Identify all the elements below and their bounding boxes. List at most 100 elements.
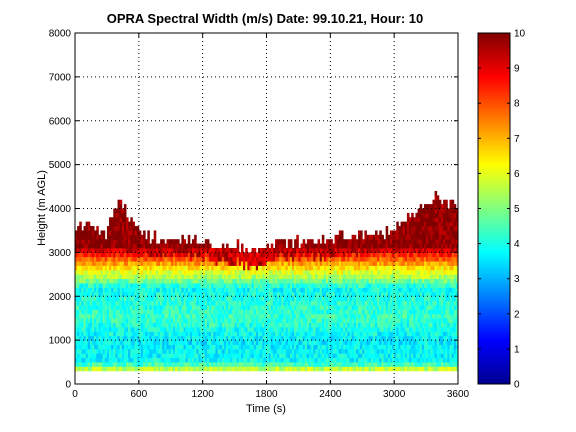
heatmap-cell xyxy=(198,296,201,302)
heatmap-cell xyxy=(157,256,161,262)
heatmap-cell xyxy=(328,296,331,302)
heatmap-cell xyxy=(219,256,223,262)
heatmap-cell xyxy=(417,366,421,372)
heatmap-cell xyxy=(332,278,335,284)
heatmap-cell xyxy=(266,357,270,363)
heatmap-cell xyxy=(106,300,110,306)
heatmap-cell xyxy=(251,313,255,319)
heatmap-cell xyxy=(417,318,421,323)
heatmap-cell xyxy=(275,239,278,244)
heatmap-cell xyxy=(272,340,276,345)
heatmap-cell xyxy=(204,283,208,288)
heatmap-cell xyxy=(257,344,261,350)
heatmap-cell xyxy=(243,300,246,306)
heatmap-cell xyxy=(417,239,421,244)
heatmap-cell xyxy=(106,309,110,315)
heatmap-cell xyxy=(398,296,401,302)
heatmap-cell xyxy=(117,199,121,205)
heatmap-cell xyxy=(211,348,214,354)
heatmap-cell xyxy=(151,243,155,249)
heatmap-cell xyxy=(364,362,367,367)
heatmap-cell xyxy=(143,261,146,266)
heatmap-cell xyxy=(281,269,284,275)
heatmap-cell xyxy=(81,322,84,328)
heatmap-cell xyxy=(102,331,106,337)
heatmap-cell xyxy=(255,287,259,293)
heatmap-cell xyxy=(98,357,101,363)
heatmap-cell xyxy=(111,230,114,236)
heatmap-cell xyxy=(87,305,91,310)
heatmap-cell xyxy=(194,234,197,240)
heatmap-cell xyxy=(275,283,278,288)
heatmap-cell xyxy=(183,353,187,359)
heatmap-cell xyxy=(385,269,389,275)
heatmap-cell xyxy=(398,300,401,306)
heatmap-cell xyxy=(175,353,178,359)
heatmap-cell xyxy=(100,274,104,280)
heatmap-cell xyxy=(128,305,131,310)
heatmap-cell xyxy=(215,305,218,310)
heatmap-cell xyxy=(155,366,159,372)
heatmap-cell xyxy=(398,366,401,372)
heatmap-cell xyxy=(226,287,229,293)
heatmap-cell xyxy=(377,309,380,315)
heatmap-cell xyxy=(147,283,150,288)
heatmap-cell xyxy=(306,252,310,258)
heatmap-cell xyxy=(200,296,204,302)
heatmap-cell xyxy=(109,269,112,275)
heatmap-cell xyxy=(311,309,314,315)
heatmap-cell xyxy=(221,331,225,337)
heatmap-cell xyxy=(398,313,401,319)
heatmap-cell xyxy=(196,353,199,359)
heatmap-cell xyxy=(109,357,112,363)
heatmap-cell xyxy=(140,247,144,253)
heatmap-cell xyxy=(338,335,342,341)
heatmap-cell xyxy=(181,300,184,306)
heatmap-cell xyxy=(283,239,287,244)
heatmap-cell xyxy=(309,247,312,253)
heatmap-cell xyxy=(204,256,208,262)
heatmap-cell xyxy=(204,353,208,359)
heatmap-cell xyxy=(119,274,123,280)
heatmap-cell xyxy=(366,340,370,345)
heatmap-cell xyxy=(394,366,397,372)
heatmap-cell xyxy=(292,252,295,258)
heatmap-cell xyxy=(311,318,314,323)
heatmap-cell xyxy=(257,265,261,271)
heatmap-cell xyxy=(213,278,216,284)
heatmap-cell xyxy=(83,278,87,284)
heatmap-cell xyxy=(166,318,170,323)
heatmap-cell xyxy=(287,300,291,306)
heatmap-cell xyxy=(353,300,357,306)
heatmap-cell xyxy=(223,278,227,284)
heatmap-cell xyxy=(164,269,167,275)
heatmap-cell xyxy=(228,331,231,337)
heatmap-cell xyxy=(162,331,165,337)
heatmap-cell xyxy=(217,269,221,275)
heatmap-cell xyxy=(411,326,414,332)
heatmap-cell xyxy=(123,252,127,258)
heatmap-cell xyxy=(400,283,404,288)
heatmap-cell xyxy=(323,296,327,302)
heatmap-cell xyxy=(398,357,401,363)
heatmap-cell xyxy=(292,313,295,319)
heatmap-cell xyxy=(109,318,112,323)
heatmap-cell xyxy=(217,348,221,354)
heatmap-cell xyxy=(370,353,374,359)
heatmap-cell xyxy=(396,309,399,315)
heatmap-cell xyxy=(368,239,372,244)
heatmap-cell xyxy=(347,283,350,288)
heatmap-cell xyxy=(192,353,195,359)
heatmap-cell xyxy=(106,291,110,297)
heatmap-cell xyxy=(343,239,346,244)
heatmap-cell xyxy=(262,318,265,323)
heatmap-cell xyxy=(272,309,276,315)
heatmap-cell xyxy=(102,340,106,345)
heatmap-cell xyxy=(389,344,393,350)
heatmap-cell xyxy=(319,357,323,363)
heatmap-cell xyxy=(409,313,412,319)
heatmap-cell xyxy=(396,335,399,341)
heatmap-cell xyxy=(147,230,150,236)
heatmap-cell xyxy=(406,283,410,288)
heatmap-cell xyxy=(279,313,282,319)
